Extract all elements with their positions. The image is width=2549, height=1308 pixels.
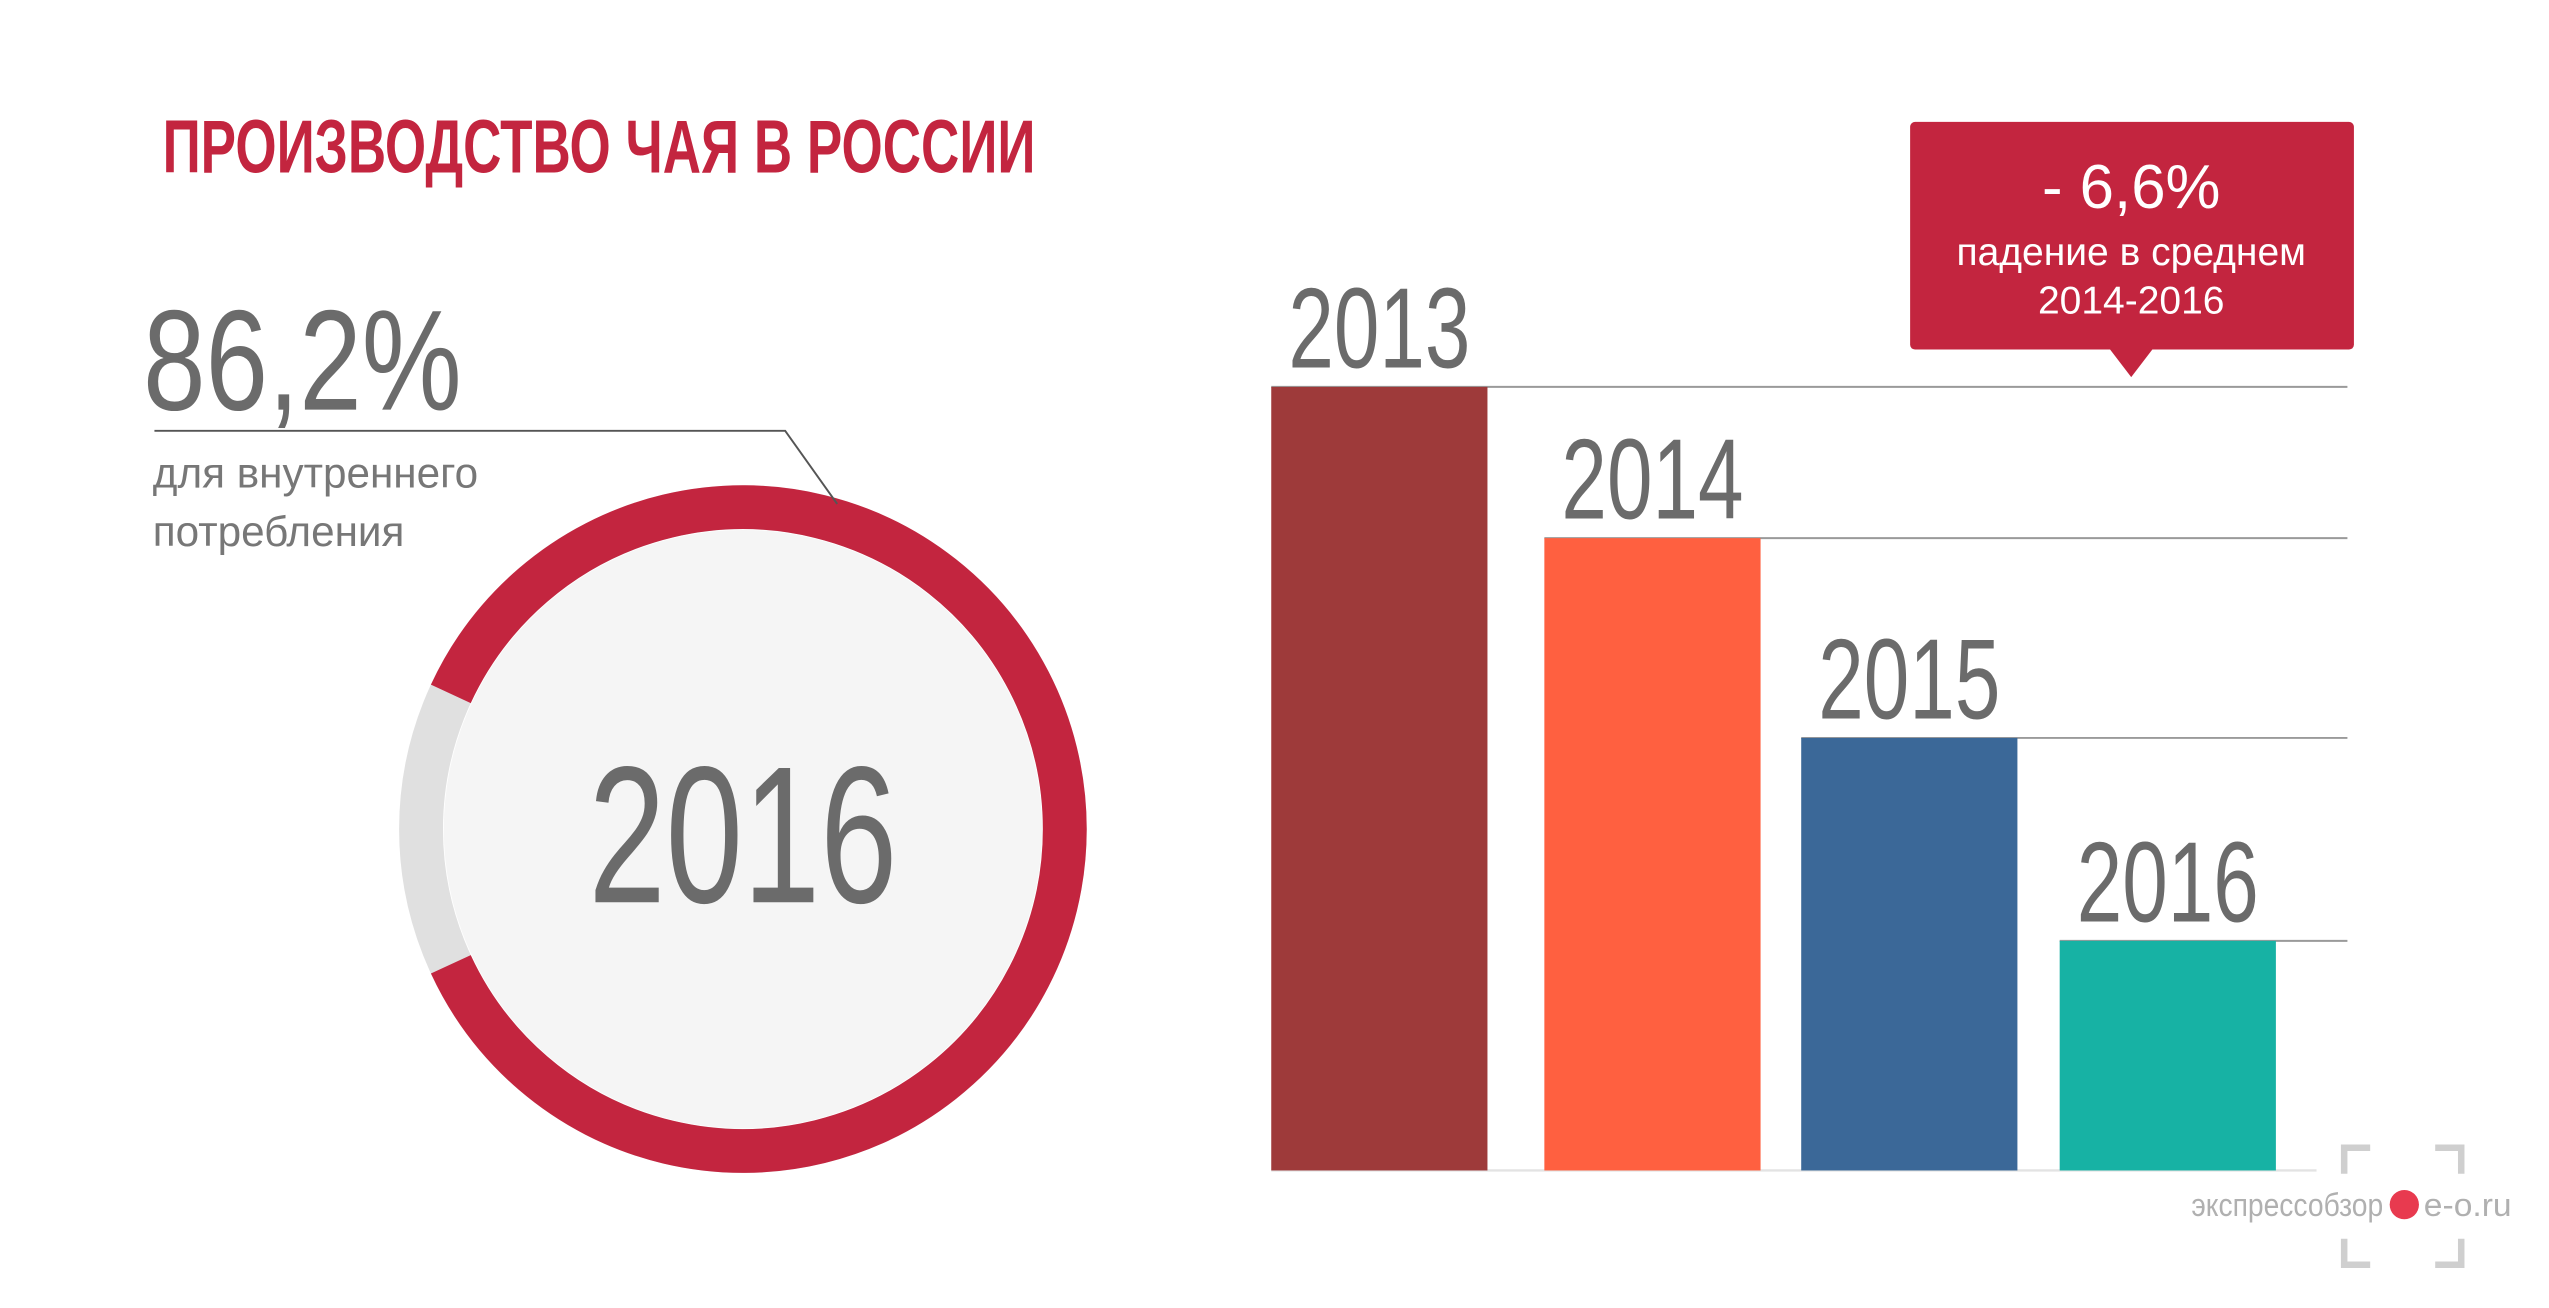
bar: [1801, 737, 2018, 1171]
watermark-frame: [2340, 1144, 2465, 1269]
donut-arc: [430, 485, 1087, 1173]
donut-center: [443, 529, 1043, 1129]
category-label: 2014: [1561, 417, 1743, 544]
bar: [1544, 538, 1761, 1171]
bar: [1271, 386, 1488, 1171]
annotation: потребления: [153, 508, 405, 555]
bar: [2059, 940, 2276, 1171]
callout-text: - 6,6%: [2042, 153, 2221, 222]
leader-line: [154, 429, 838, 505]
value-label: 86,2%: [143, 282, 462, 441]
page-title: ПРОИЗВОДСТВО ЧАЯ В РОССИИ: [163, 104, 1036, 188]
callout-box: [1910, 121, 2354, 350]
callout-text: 2014-2016: [2038, 280, 2225, 323]
center-label: 2016: [588, 726, 897, 944]
category-label: 2016: [2077, 819, 2259, 946]
annotation: для внутреннего: [153, 450, 478, 497]
category-label: 2013: [1288, 265, 1470, 392]
category-label: 2015: [1818, 616, 2000, 743]
watermark-dot: [2389, 1189, 2419, 1220]
callout-text: падение в среднем: [1956, 231, 2305, 274]
watermark-text: экспрессобзор: [2191, 1187, 2383, 1223]
watermark-text: e-o.ru: [2424, 1187, 2512, 1223]
callout-pointer: [2110, 349, 2153, 378]
